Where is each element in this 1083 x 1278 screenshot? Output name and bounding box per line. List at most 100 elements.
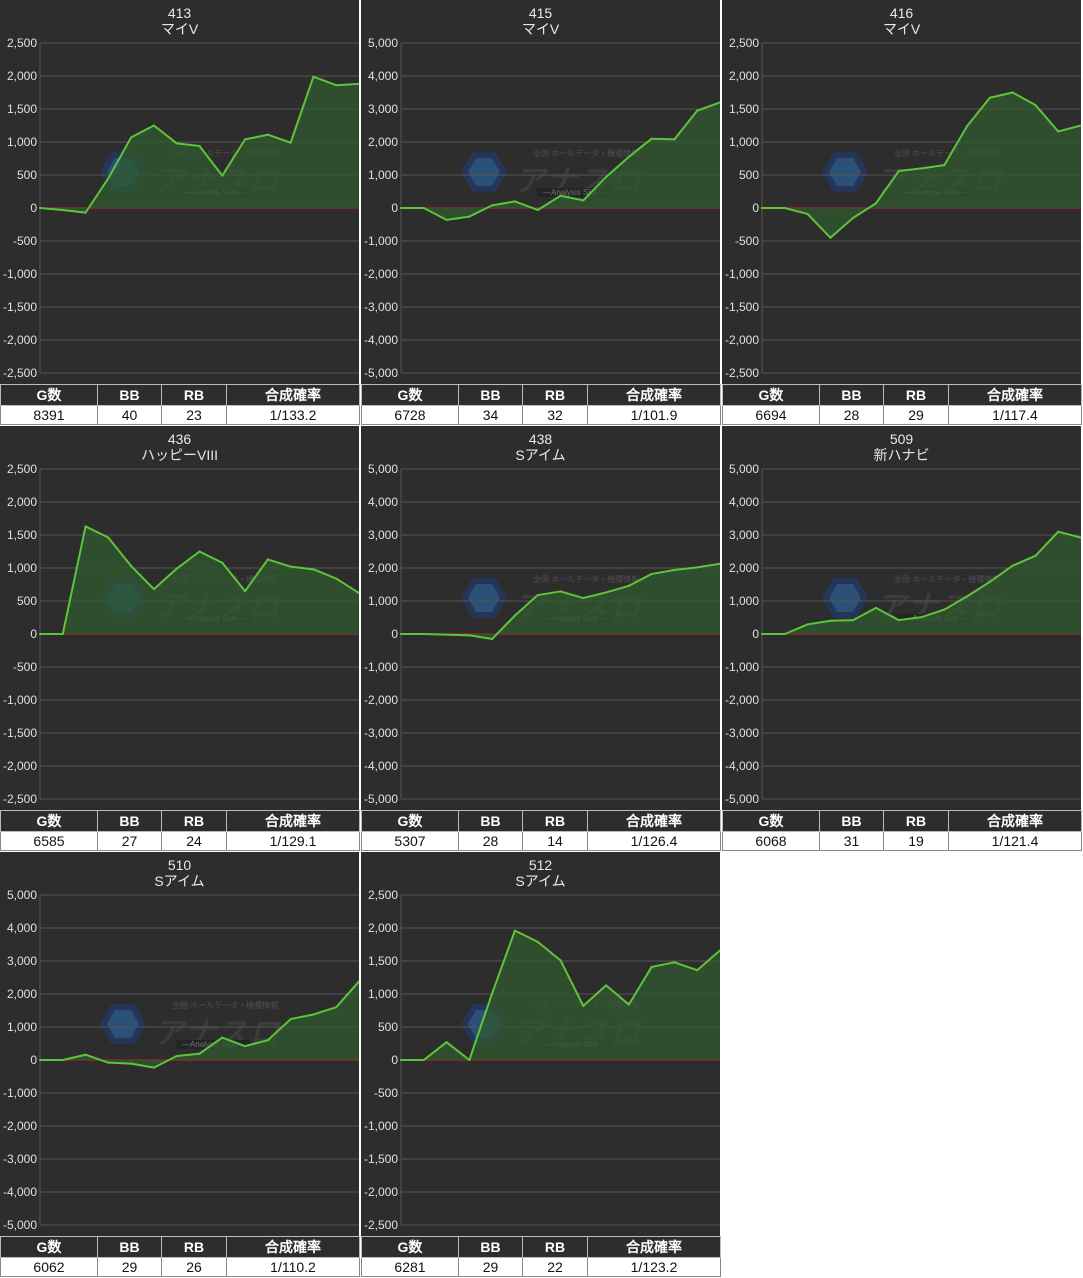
data-point xyxy=(39,633,41,635)
data-point xyxy=(289,1018,292,1021)
line-segment xyxy=(582,175,608,202)
header-rate: 合成確率 xyxy=(948,810,1082,832)
machine-model: Sアイム xyxy=(515,447,566,463)
data-point xyxy=(221,174,224,177)
data-point xyxy=(422,633,425,635)
y-tick-label: 3,000 xyxy=(7,954,37,968)
line-segment xyxy=(491,929,516,995)
y-tick-label: -5,000 xyxy=(364,792,398,806)
header-games: G数 xyxy=(361,1236,459,1258)
line-segment xyxy=(422,1041,448,1061)
rb-value: 23 xyxy=(161,405,227,425)
watermark-top-text: 全国 ホールデータ・機種情報 xyxy=(172,149,279,158)
line-segment xyxy=(673,566,699,571)
games-value: 6281 xyxy=(361,1257,459,1277)
y-tick-label: 0 xyxy=(30,201,37,215)
bb-value: 28 xyxy=(458,831,523,851)
watermark-sub-text: —Analysis Slot— xyxy=(537,188,611,197)
line-segment xyxy=(627,572,653,587)
bb-value: 34 xyxy=(458,405,523,425)
y-tick-label: -4,000 xyxy=(3,1185,37,1199)
data-point xyxy=(806,623,809,626)
line-segment xyxy=(198,144,224,177)
header-games: G数 xyxy=(0,810,98,832)
machine-model: ハッピーVIII xyxy=(140,447,218,463)
line-segment xyxy=(1034,104,1060,133)
y-tick-label: -1,000 xyxy=(364,660,398,674)
area-fill xyxy=(40,981,359,1068)
data-point xyxy=(1057,130,1060,133)
line-segment xyxy=(673,961,699,972)
line-segment xyxy=(130,1062,155,1069)
line-segment xyxy=(1011,554,1037,567)
line-segment xyxy=(198,1036,224,1055)
line-segment xyxy=(874,170,900,205)
data-point xyxy=(335,84,338,87)
y-tick-label: -2,000 xyxy=(364,693,398,707)
header-games: G数 xyxy=(0,1236,98,1258)
y-tick-label: 0 xyxy=(30,627,37,641)
line-segment xyxy=(61,525,87,635)
line-segment xyxy=(943,125,969,167)
y-tick-label: 1,000 xyxy=(7,135,37,149)
watermark-top-text: 全国 ホールデータ・機種情報 xyxy=(172,1001,279,1010)
data-point xyxy=(783,633,786,635)
data-point xyxy=(175,567,178,570)
line-segment xyxy=(84,177,110,214)
line-segment xyxy=(445,215,471,221)
line-segment xyxy=(468,992,494,1061)
line-segment xyxy=(107,136,133,180)
line-segment xyxy=(152,124,178,145)
stats-header-row: G数 BB RB 合成確率 xyxy=(361,384,721,406)
area-fill xyxy=(40,76,359,213)
header-rate: 合成確率 xyxy=(226,810,360,832)
y-tick-label: -3,000 xyxy=(3,1152,37,1166)
chart-svg: 2,500 2,000 1,500 1,000 500 0 -500 -1,000 -1,500… xyxy=(3,462,359,806)
games-value: 6062 xyxy=(0,1257,98,1277)
y-tick-label: -1,000 xyxy=(3,267,37,281)
area-fill xyxy=(762,531,1081,634)
data-point xyxy=(1080,124,1081,127)
data-point xyxy=(312,75,315,78)
data-point xyxy=(1034,554,1037,557)
header-rate: 合成確率 xyxy=(587,810,721,832)
line-segment xyxy=(130,124,155,139)
y-tick-label: 1,000 xyxy=(7,1020,37,1034)
line-segment xyxy=(130,565,155,591)
rate-value: 1/126.4 xyxy=(587,831,721,851)
area-fill xyxy=(401,102,720,220)
line-segment xyxy=(650,568,676,575)
line-segment xyxy=(39,207,64,211)
data-point xyxy=(761,633,763,635)
data-point xyxy=(244,138,247,141)
line-segment xyxy=(175,142,201,147)
line-segment xyxy=(198,550,224,564)
line-segment xyxy=(152,1055,178,1069)
y-tick-label: 1,000 xyxy=(729,135,759,149)
line-segment xyxy=(244,133,269,141)
bb-value: 27 xyxy=(97,831,162,851)
y-tick-label: 5,000 xyxy=(729,462,759,476)
data-point xyxy=(673,961,676,964)
y-tick-label: -2,000 xyxy=(3,333,37,347)
data-point xyxy=(783,207,786,209)
machine-model: マイV xyxy=(521,21,560,37)
stats-header-row: G数 BB RB 合成確率 xyxy=(722,384,1082,406)
y-tick-label: -3,000 xyxy=(364,300,398,314)
line-segment xyxy=(988,564,1014,583)
data-point xyxy=(445,218,448,221)
stats-header-row: G数 BB RB 合成確率 xyxy=(0,1236,360,1258)
y-tick-label: 0 xyxy=(752,201,759,215)
line-segment xyxy=(107,536,133,568)
data-point xyxy=(445,633,448,636)
chart-svg: 5,000 4,000 3,000 2,000 1,000 0 -1,000 -2,000 -3… xyxy=(364,462,720,806)
rb-value: 24 xyxy=(161,831,227,851)
rb-value: 22 xyxy=(522,1257,588,1277)
line-segment xyxy=(852,202,877,219)
data-point xyxy=(39,1059,41,1061)
y-tick-label: -3,000 xyxy=(725,726,759,740)
header-rb: RB xyxy=(522,384,588,406)
machine-number: 510 xyxy=(167,857,192,873)
